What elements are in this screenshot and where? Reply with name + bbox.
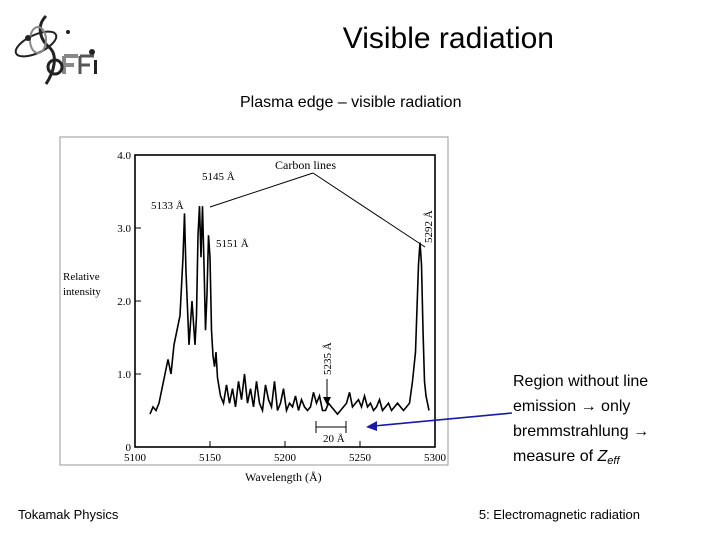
y-axis-label-line1: Relative xyxy=(63,271,100,283)
x-tick-label: 5300 xyxy=(424,452,447,464)
spectrum-figure: 0 1.0 2.0 3.0 4.0 5100 5150 5200 5250 5300 Relat… xyxy=(59,136,449,484)
y-tick-label: 4.0 xyxy=(117,150,131,162)
x-tick-label: 5250 xyxy=(349,452,372,464)
y-tick-label: 1.0 xyxy=(117,369,131,381)
note-line-2: emission → only xyxy=(513,394,713,419)
zeff-subscript: eff xyxy=(607,455,620,467)
x-tick-label: 5150 xyxy=(199,452,222,464)
note-line-1: Region without line xyxy=(513,373,649,390)
scale-bar xyxy=(315,421,347,433)
region-arrow xyxy=(366,412,513,431)
footer-chapter: 5: Electromagnetic radiation xyxy=(478,507,640,522)
x-tick-label: 5200 xyxy=(274,452,297,464)
carbon-lines-pointer xyxy=(209,172,426,248)
annotation-5235-arrowhead xyxy=(323,397,331,405)
annotation-5133: 5133 Å xyxy=(151,200,184,212)
note-line-4: measure of Zeff xyxy=(513,444,713,474)
note-line-4-text: measure of xyxy=(513,448,598,465)
y-axis: 0 1.0 2.0 3.0 4.0 xyxy=(117,150,141,454)
annotation-5145: 5145 Å xyxy=(202,171,235,183)
annotation-carbon-lines: Carbon lines xyxy=(275,158,336,172)
note-line-3: bremmstrahlung → xyxy=(513,419,713,444)
y-tick-label: 3.0 xyxy=(117,223,131,235)
footer-course: Tokamak Physics xyxy=(18,507,119,522)
series-line xyxy=(149,206,430,416)
figure-border xyxy=(59,136,449,466)
y-tick-label: 0 xyxy=(126,442,132,454)
scale-bar-label: 20 Å xyxy=(323,433,345,445)
region-note: Region without line emission → only brem… xyxy=(513,369,713,474)
y-tick-label: 2.0 xyxy=(117,296,131,308)
slide-title: Visible radiation xyxy=(342,22,554,55)
x-axis: 5100 5150 5200 5250 5300 xyxy=(124,441,447,464)
annotation-5235: 5235 Å xyxy=(322,342,334,375)
annotation-5151: 5151 Å xyxy=(216,238,249,250)
logo-emblem xyxy=(14,14,97,85)
region-arrow-head xyxy=(366,421,377,431)
zeff-symbol: Z xyxy=(597,448,608,465)
x-axis-label: Wavelength (Å) xyxy=(245,470,322,484)
note-line-3-text: bremmstrahlung xyxy=(513,423,629,440)
note-line-2-tail: only xyxy=(596,398,631,415)
annotation-5292: 5292 Å xyxy=(423,210,435,243)
note-line-2-text: emission xyxy=(513,398,577,415)
arrow-right-icon: → xyxy=(633,423,650,440)
y-axis-label-line2: intensity xyxy=(63,286,101,298)
region-arrow-shaft xyxy=(373,412,513,427)
slide-subtitle: Plasma edge – visible radiation xyxy=(240,94,462,111)
institute-logo xyxy=(14,14,97,85)
x-tick-label: 5100 xyxy=(124,452,147,464)
arrow-right-icon: → xyxy=(580,398,597,415)
